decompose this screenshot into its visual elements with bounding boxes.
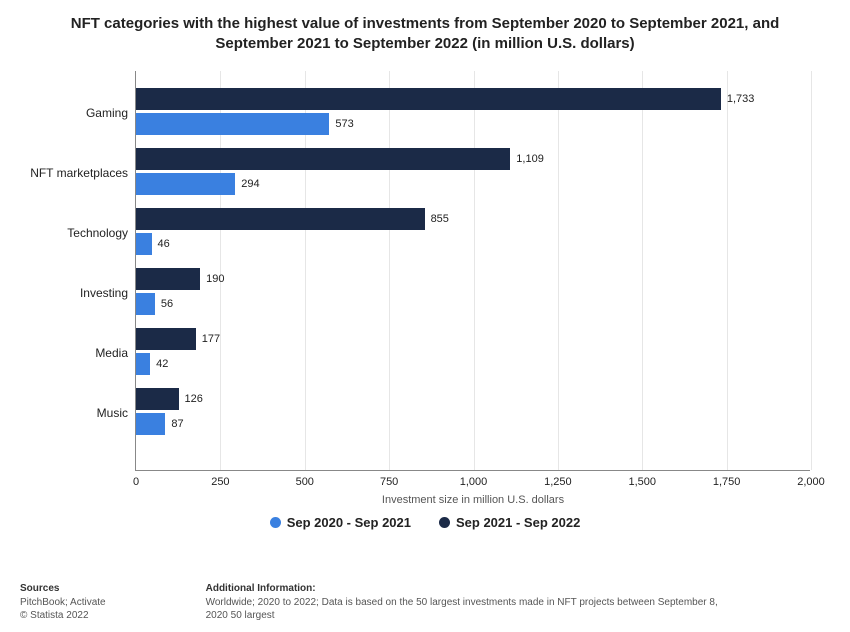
- sources-line-1: PitchBook; Activate: [20, 596, 106, 609]
- bar-value-label: 46: [152, 233, 170, 255]
- additional-info-heading: Additional Information:: [206, 583, 726, 594]
- bar-value-label: 42: [150, 353, 168, 375]
- category-group: Investing19056: [136, 263, 810, 323]
- category-label: Media: [95, 346, 136, 360]
- bar-series-2021-2022: 177: [136, 328, 196, 350]
- legend-item: Sep 2021 - Sep 2022: [439, 515, 580, 530]
- bar-value-label: 294: [235, 173, 259, 195]
- x-tick-label: 1,000: [460, 470, 488, 488]
- bar-value-label: 126: [179, 388, 203, 410]
- legend-label: Sep 2020 - Sep 2021: [287, 515, 411, 530]
- bar-series-2020-2021: 42: [136, 353, 150, 375]
- footer: Sources PitchBook; Activate © Statista 2…: [20, 583, 830, 622]
- bar-series-2021-2022: 126: [136, 388, 179, 410]
- x-tick-label: 2,000: [797, 470, 825, 488]
- bar-series-2021-2022: 855: [136, 208, 425, 230]
- bar-series-2021-2022: 1,109: [136, 148, 510, 170]
- x-tick-label: 250: [211, 470, 229, 488]
- category-group: Media17742: [136, 323, 810, 383]
- bar-series-2020-2021: 46: [136, 233, 152, 255]
- bar-value-label: 177: [196, 328, 220, 350]
- category-group: Technology85546: [136, 203, 810, 263]
- bar-series-2021-2022: 1,733: [136, 88, 721, 110]
- category-label: Music: [97, 406, 136, 420]
- x-tick-label: 500: [296, 470, 314, 488]
- bar-value-label: 190: [200, 268, 224, 290]
- x-tick-label: 1,750: [713, 470, 741, 488]
- additional-info-text: Worldwide; 2020 to 2022; Data is based o…: [206, 596, 726, 622]
- bar-value-label: 855: [425, 208, 449, 230]
- category-label: Technology: [67, 226, 136, 240]
- sources-heading: Sources: [20, 583, 106, 594]
- x-tick-label: 1,500: [628, 470, 656, 488]
- x-tick-label: 0: [133, 470, 139, 488]
- x-tick-label: 750: [380, 470, 398, 488]
- bar-value-label: 1,733: [721, 88, 755, 110]
- chart-title: NFT categories with the highest value of…: [0, 0, 850, 61]
- gridline: [811, 71, 812, 470]
- bar-value-label: 1,109: [510, 148, 544, 170]
- sources-line-2: © Statista 2022: [20, 609, 106, 622]
- legend-label: Sep 2021 - Sep 2022: [456, 515, 580, 530]
- legend-swatch: [439, 517, 450, 528]
- legend-swatch: [270, 517, 281, 528]
- category-label: Gaming: [86, 106, 136, 120]
- bar-series-2021-2022: 190: [136, 268, 200, 290]
- bar-value-label: 56: [155, 293, 173, 315]
- x-tick-label: 1,250: [544, 470, 572, 488]
- bar-series-2020-2021: 294: [136, 173, 235, 195]
- category-label: Investing: [80, 286, 136, 300]
- sources-block: Sources PitchBook; Activate © Statista 2…: [20, 583, 106, 622]
- additional-info-block: Additional Information: Worldwide; 2020 …: [206, 583, 726, 622]
- category-group: Music12687: [136, 383, 810, 443]
- category-group: Gaming1,733573: [136, 83, 810, 143]
- category-group: NFT marketplaces1,109294: [136, 143, 810, 203]
- bar-series-2020-2021: 56: [136, 293, 155, 315]
- bar-series-2020-2021: 573: [136, 113, 329, 135]
- bar-value-label: 87: [165, 413, 183, 435]
- legend: Sep 2020 - Sep 2021 Sep 2021 - Sep 2022: [0, 515, 850, 531]
- legend-item: Sep 2020 - Sep 2021: [270, 515, 411, 530]
- bar-value-label: 573: [329, 113, 353, 135]
- category-label: NFT marketplaces: [30, 166, 136, 180]
- bar-series-2020-2021: 87: [136, 413, 165, 435]
- chart-plot-area: Investment size in million U.S. dollars …: [135, 71, 810, 471]
